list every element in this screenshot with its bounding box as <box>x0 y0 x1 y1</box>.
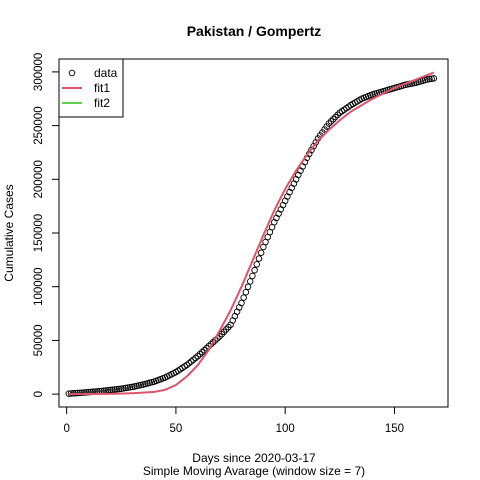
data-point <box>242 288 250 296</box>
data-point <box>308 146 315 154</box>
y-tick-label: 150000 <box>33 214 45 252</box>
legend-label: fit1 <box>94 81 110 95</box>
data-point <box>312 139 320 146</box>
legend-label: data <box>94 66 118 80</box>
legend-symbol-circle <box>68 69 76 77</box>
y-tick-label: 250000 <box>33 106 45 144</box>
data-point <box>190 356 197 363</box>
x-tick-label: 0 <box>63 423 69 435</box>
data-point <box>428 75 435 82</box>
data-point <box>201 346 208 354</box>
chart-title: Pakistan / Gompertz <box>187 23 322 39</box>
data-point <box>253 261 261 268</box>
data-point <box>246 278 254 285</box>
data-point <box>251 266 258 274</box>
data-point <box>249 272 256 280</box>
data-point <box>209 339 217 346</box>
legend-label: fit2 <box>94 96 110 110</box>
data-point <box>327 118 335 125</box>
data-point <box>196 350 204 358</box>
y-tick-label: 0 <box>33 391 45 397</box>
x-axis-sublabel: Simple Moving Avarage (window size = 7) <box>143 464 365 478</box>
x-axis: 0 50 100 150 <box>63 406 404 435</box>
data-point <box>334 111 341 119</box>
data-point <box>325 120 333 127</box>
data-point <box>111 386 118 393</box>
data-point <box>238 299 245 307</box>
data-point <box>118 385 125 392</box>
data-point <box>80 389 88 396</box>
data-points <box>65 75 438 397</box>
data-point <box>430 75 438 82</box>
data-point <box>310 142 317 150</box>
data-point <box>120 385 127 392</box>
fit1-line <box>68 71 435 396</box>
data-point <box>83 389 90 396</box>
plot-area <box>65 71 438 397</box>
data-point <box>185 359 193 367</box>
y-axis-label: Cumulative Cases <box>2 184 16 281</box>
data-point <box>426 75 433 83</box>
y-tick-label: 200000 <box>33 160 45 198</box>
x-tick-label: 50 <box>170 423 183 435</box>
data-point <box>113 386 121 393</box>
y-tick-label: 100000 <box>33 268 45 306</box>
data-point <box>194 352 202 360</box>
x-axis-label: Days since 2020-03-17 <box>192 451 316 465</box>
data-point <box>109 386 116 394</box>
y-tick-label: 300000 <box>33 53 45 91</box>
data-point <box>76 389 84 397</box>
data-point <box>183 361 191 369</box>
data-point <box>240 294 247 301</box>
data-point <box>192 354 199 362</box>
x-tick-label: 150 <box>385 423 404 435</box>
y-axis: 0 50000 100000 150000 200000 250000 300000 <box>33 53 60 397</box>
data-point <box>115 385 123 393</box>
data-point <box>423 76 431 83</box>
data-point <box>198 348 206 356</box>
data-point <box>126 384 134 391</box>
data-point <box>124 384 132 391</box>
data-point <box>330 115 337 123</box>
data-point <box>332 113 339 121</box>
data-point <box>78 389 86 396</box>
data-point <box>255 255 263 262</box>
x-tick-label: 100 <box>276 423 295 435</box>
y-tick-label: 50000 <box>33 324 45 356</box>
data-point <box>257 249 265 257</box>
data-point <box>187 358 195 365</box>
data-point <box>74 389 81 397</box>
data-point <box>244 283 252 291</box>
data-point <box>122 384 129 392</box>
